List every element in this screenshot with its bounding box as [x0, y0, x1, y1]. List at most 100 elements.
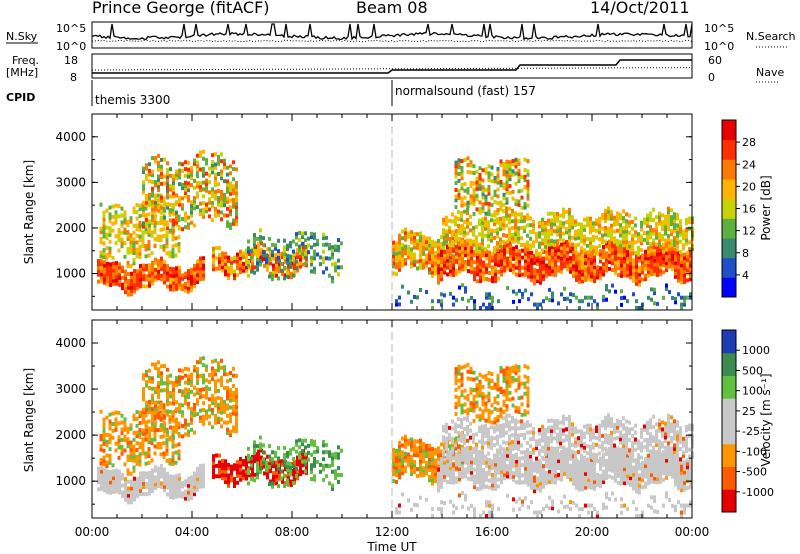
power-cell: [526, 183, 530, 188]
power-cell: [550, 242, 553, 247]
velocity-cell: [132, 448, 136, 453]
power-cell: [526, 223, 529, 228]
power-cell: [283, 248, 286, 253]
power-cell: [655, 242, 658, 247]
velocity-cell: [278, 473, 281, 478]
power-cell: [461, 246, 464, 251]
velocity-cell: [229, 371, 232, 375]
velocity-cell: [154, 479, 157, 483]
power-cell: [413, 235, 416, 240]
velocity-cell: [446, 462, 449, 467]
power-cell: [271, 249, 274, 254]
power-cell: [130, 278, 133, 283]
power-cell: [151, 260, 154, 265]
velocity-cell: [614, 478, 617, 483]
power-cell: [641, 267, 644, 272]
power-cell: [124, 276, 127, 281]
velocity-cell: [422, 452, 425, 457]
velocity-cell: [605, 469, 608, 474]
power-cell: [677, 275, 680, 280]
power-cell: [313, 232, 316, 237]
velocity-cell: [184, 387, 187, 392]
velocity-cell: [181, 494, 184, 499]
power-cell: [275, 266, 278, 271]
velocity-cell: [590, 468, 593, 473]
velocity-cell: [205, 409, 208, 414]
velocity-cell: [325, 474, 328, 479]
power-cell: [637, 245, 640, 250]
velocity-cell: [233, 463, 236, 468]
power-cell: [482, 253, 485, 258]
power-cell: [640, 224, 643, 229]
velocity-cell: [187, 476, 190, 481]
power-cell: [163, 266, 166, 271]
velocity-cell: [160, 371, 163, 376]
nsky-tick-top: 10^5: [56, 22, 86, 35]
velocity-cell: [115, 489, 118, 494]
power-cell: [622, 236, 625, 241]
power-cell: [111, 204, 115, 209]
velocity-cell: [509, 447, 512, 452]
velocity-cell: [211, 366, 214, 371]
power-cell: [526, 172, 530, 177]
velocity-cell: [171, 451, 175, 456]
velocity-cell: [581, 459, 584, 464]
power-cell: [481, 168, 485, 173]
velocity-cell: [212, 464, 215, 469]
velocity-cell: [250, 456, 253, 461]
power-cell: [271, 273, 274, 278]
power-cell: [138, 234, 142, 239]
power-cell: [683, 256, 686, 260]
power-cell: [130, 282, 133, 287]
velocity-cell: [581, 476, 584, 481]
power-cell: [184, 173, 187, 178]
power-cell: [587, 295, 590, 300]
power-cell: [253, 270, 256, 275]
velocity-cell: [224, 480, 227, 484]
power-cell: [460, 214, 463, 219]
velocity-cell: [467, 459, 470, 464]
power-cell: [302, 245, 305, 250]
power-cell: [254, 251, 257, 256]
power-cell: [662, 263, 665, 268]
power-cell: [452, 302, 455, 307]
velocity-cell: [551, 476, 554, 481]
power-cell: [619, 230, 622, 234]
velocity-cell: [100, 476, 103, 481]
power-cell: [214, 196, 217, 201]
velocity-cell: [299, 461, 302, 466]
power-cell: [304, 245, 307, 249]
velocity-cell: [99, 433, 103, 438]
power-cell: [460, 196, 464, 201]
velocity-cell: [127, 497, 130, 501]
power-cell: [505, 176, 509, 181]
power-cell: [662, 295, 665, 300]
power-cell: [622, 216, 625, 221]
power-cell: [256, 236, 259, 241]
power-cell: [126, 250, 130, 255]
power-cell: [147, 243, 151, 248]
power-cell: [124, 286, 127, 291]
power-cell: [638, 279, 641, 284]
power-cell: [572, 274, 575, 278]
velocity-cell: [620, 457, 623, 462]
power-cell: [512, 299, 515, 304]
velocity-cell: [220, 365, 223, 370]
power-cell: [586, 243, 589, 248]
power-cell: [184, 191, 187, 195]
velocity-cell: [337, 445, 340, 450]
velocity-cell: [302, 470, 305, 475]
power-cell: [664, 221, 667, 226]
velocity-cell: [117, 411, 121, 415]
power-cell: [563, 297, 566, 301]
power-cell: [102, 255, 106, 259]
velocity-cell: [168, 409, 172, 414]
power-cell: [428, 243, 431, 248]
velocity-cell: [208, 421, 211, 426]
power-cell: [496, 180, 500, 185]
power-cell: [535, 235, 538, 240]
velocity-cell: [467, 449, 470, 454]
power-cell: [604, 219, 607, 223]
velocity-cell: [283, 484, 286, 488]
power-cell: [532, 223, 535, 228]
